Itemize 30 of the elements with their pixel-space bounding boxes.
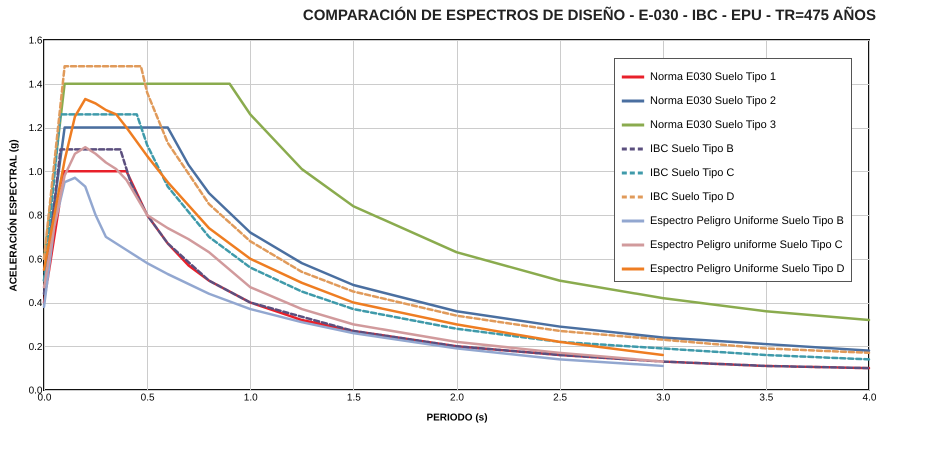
legend-label: Espectro Peligro Uniforme Suelo Tipo B <box>650 215 844 227</box>
x-tick-label: 4.0 <box>862 392 877 404</box>
x-tick-label: 2.0 <box>450 392 464 404</box>
x-tick-label: 3.0 <box>656 392 671 404</box>
y-tick-label: 0.2 <box>28 342 43 353</box>
y-tick-label: 1.0 <box>28 166 43 178</box>
y-tick-label: 0.4 <box>28 298 43 309</box>
legend-label: Espectro Peligro Uniforme Suelo Tipo D <box>650 263 844 275</box>
line-series <box>42 65 870 354</box>
legend-label: Norma E030 Suelo Tipo 3 <box>650 119 776 131</box>
x-axis-title: PERIODO (s) <box>426 412 488 424</box>
x-tick-label: 0.0 <box>38 392 52 404</box>
x-tick-label: 2.5 <box>553 392 568 404</box>
y-tick-label: 0.8 <box>28 210 43 222</box>
legend-label: Norma E030 Suelo Tipo 1 <box>650 71 776 83</box>
y-tick-label: 1.4 <box>28 79 43 90</box>
legend-label: Norma E030 Suelo Tipo 2 <box>650 95 776 107</box>
y-tick-label: 1.6 <box>28 36 43 46</box>
legend-label: IBC Suelo Tipo B <box>650 143 734 155</box>
legend-label: Espectro Peligro uniforme Suelo Tipo C <box>650 239 843 251</box>
x-tick-label: 1.0 <box>244 392 258 404</box>
x-tick-label: 3.5 <box>759 392 774 404</box>
y-axis-title: ACELERACIÓN ESPECTRAL (g) <box>8 139 20 292</box>
legend-label: IBC Suelo Tipo C <box>650 167 734 179</box>
x-tick-label: 1.5 <box>346 392 362 404</box>
y-tick-label: 1.2 <box>28 123 43 134</box>
x-tick-label: 0.5 <box>140 392 156 404</box>
y-tick-label: 0.6 <box>28 254 43 266</box>
chart-title: COMPARACIÓN DE ESPECTROS DE DISEÑO - E-030 - IBC - EPU - TR=475 AÑOS <box>302 6 876 24</box>
legend-label: IBC Suelo Tipo D <box>650 191 734 203</box>
